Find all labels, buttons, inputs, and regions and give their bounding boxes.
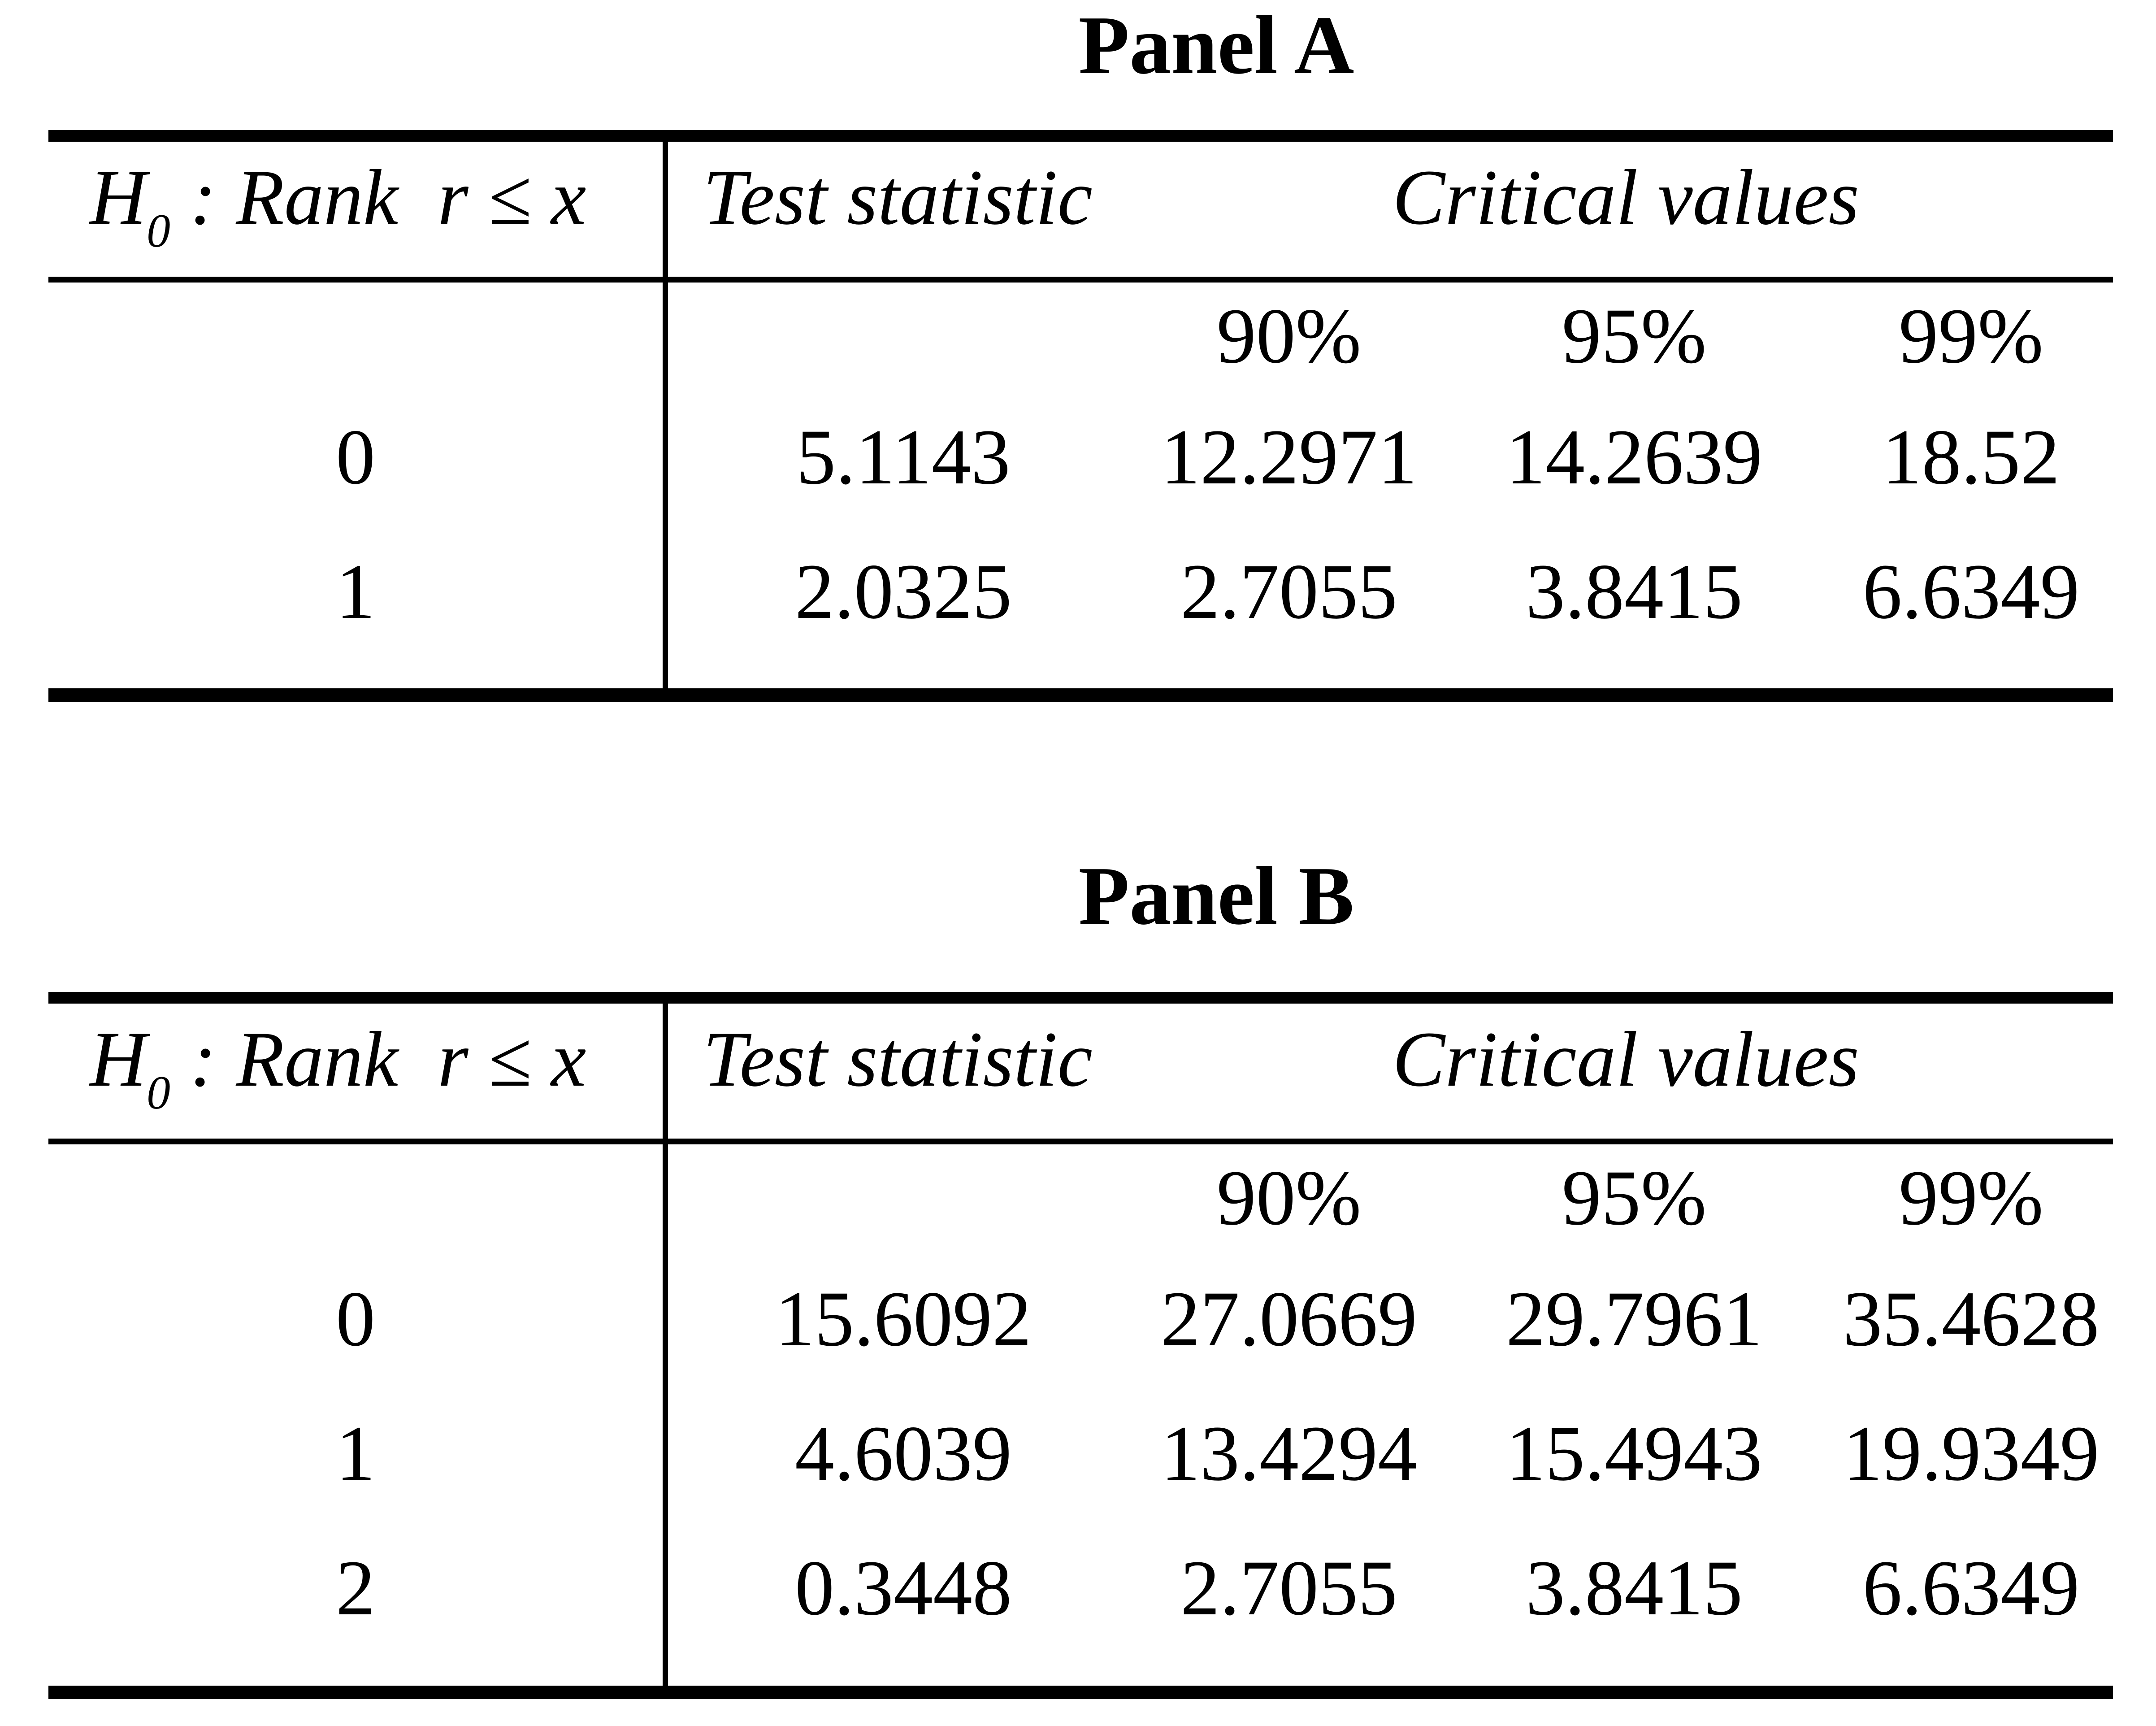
panel-b-header-row: H0 : Rank r ≤ x Test statistic Critical … bbox=[48, 998, 2113, 1144]
confidence-95-header: 95% bbox=[1562, 1154, 1707, 1242]
empty-cell bbox=[48, 279, 665, 390]
critical-values-header: Critical values bbox=[1139, 136, 2113, 283]
confidence-99-header: 99% bbox=[1899, 292, 2043, 380]
rank-cell: 0 bbox=[336, 413, 375, 501]
rank-cell: 1 bbox=[336, 548, 375, 635]
hypothesis-rest: : Rank r ≤ x bbox=[170, 1016, 586, 1103]
table-row: 0 5.1143 12.2971 14.2639 18.52 bbox=[48, 390, 2113, 525]
confidence-99-header: 99% bbox=[1899, 1154, 2043, 1242]
rank-cell: 1 bbox=[336, 1409, 375, 1497]
critical-values-label: Critical values bbox=[1392, 154, 1860, 241]
empty-cell bbox=[48, 659, 665, 695]
critical-95-cell: 15.4943 bbox=[1506, 1409, 1762, 1497]
panel-b-table: H0 : Rank r ≤ x Test statistic Critical … bbox=[48, 992, 2113, 1699]
critical-values-label: Critical values bbox=[1392, 1016, 1860, 1103]
critical-99-cell: 18.52 bbox=[1882, 413, 2060, 501]
empty-cell bbox=[663, 1141, 1139, 1252]
test-statistic-cell: 15.6092 bbox=[663, 1252, 1139, 1387]
test-statistic-label: Test statistic bbox=[703, 1016, 1093, 1103]
critical-90-cell: 12.2971 bbox=[1161, 413, 1417, 501]
hypothesis-rest: : Rank r ≤ x bbox=[170, 154, 586, 241]
critical-90-cell: 2.7055 bbox=[1180, 548, 1397, 635]
test-statistic-cell: 0.3448 bbox=[663, 1521, 1139, 1656]
hypothesis-h: H bbox=[90, 1016, 147, 1103]
confidence-90-header: 90% bbox=[1216, 1154, 1362, 1242]
empty-cell bbox=[663, 279, 1139, 390]
empty-cell bbox=[1139, 1656, 1439, 1692]
rank-cell: 0 bbox=[336, 1275, 375, 1363]
empty-cell bbox=[1829, 1656, 2113, 1692]
hypothesis-subscript: 0 bbox=[147, 204, 170, 257]
confidence-95-header: 95% bbox=[1562, 292, 1707, 380]
empty-cell bbox=[1439, 1656, 1829, 1692]
hypothesis-h: H bbox=[90, 154, 147, 241]
empty-cell bbox=[1829, 659, 2113, 695]
critical-95-cell: 14.2639 bbox=[1506, 413, 1762, 501]
panel-a-header-row: H0 : Rank r ≤ x Test statistic Critical … bbox=[48, 136, 2113, 283]
critical-values-header: Critical values bbox=[1139, 998, 2113, 1144]
table-row: 2 0.3448 2.7055 3.8415 6.6349 bbox=[48, 1521, 2113, 1656]
test-statistic-header: Test statistic bbox=[663, 136, 1139, 283]
critical-99-cell: 6.6349 bbox=[1862, 548, 2080, 635]
panel-a-table: H0 : Rank r ≤ x Test statistic Critical … bbox=[48, 130, 2113, 702]
test-statistic-cell: 2.0325 bbox=[663, 525, 1139, 659]
table-row: 1 4.6039 13.4294 15.4943 19.9349 bbox=[48, 1387, 2113, 1521]
empty-cell bbox=[1139, 659, 1439, 695]
hypothesis-header: H0 : Rank r ≤ x bbox=[48, 136, 665, 283]
empty-cell bbox=[663, 659, 1139, 695]
critical-95-cell: 3.8415 bbox=[1526, 548, 1743, 635]
table-row: 0 15.6092 27.0669 29.7961 35.4628 bbox=[48, 1252, 2113, 1387]
critical-95-cell: 29.7961 bbox=[1506, 1275, 1762, 1363]
spacer-row bbox=[48, 1656, 2113, 1692]
test-statistic-label: Test statistic bbox=[703, 154, 1093, 241]
critical-99-cell: 19.9349 bbox=[1843, 1409, 2100, 1497]
empty-cell bbox=[48, 1656, 665, 1692]
test-statistic-header: Test statistic bbox=[663, 998, 1139, 1144]
critical-90-cell: 27.0669 bbox=[1161, 1275, 1417, 1363]
rank-cell: 2 bbox=[336, 1544, 375, 1632]
critical-90-cell: 13.4294 bbox=[1161, 1409, 1417, 1497]
test-statistic-cell: 4.6039 bbox=[663, 1387, 1139, 1521]
test-statistic-cell: 5.1143 bbox=[663, 390, 1139, 525]
panel-a-confidence-row: 90% 95% 99% bbox=[48, 279, 2113, 390]
empty-cell bbox=[48, 1141, 665, 1252]
confidence-90-header: 90% bbox=[1216, 292, 1362, 380]
empty-cell bbox=[663, 1656, 1139, 1692]
hypothesis-header: H0 : Rank r ≤ x bbox=[48, 998, 665, 1144]
panel-b-title: Panel B bbox=[1078, 850, 1354, 942]
spacer-row bbox=[48, 659, 2113, 695]
critical-99-cell: 35.4628 bbox=[1843, 1275, 2100, 1363]
critical-95-cell: 3.8415 bbox=[1526, 1544, 1743, 1632]
empty-cell bbox=[1439, 659, 1829, 695]
panel-a-title: Panel A bbox=[1078, 0, 1354, 91]
table-row: 1 2.0325 2.7055 3.8415 6.6349 bbox=[48, 525, 2113, 659]
critical-90-cell: 2.7055 bbox=[1180, 1544, 1397, 1632]
hypothesis-subscript: 0 bbox=[147, 1066, 170, 1119]
panel-b-confidence-row: 90% 95% 99% bbox=[48, 1141, 2113, 1252]
critical-99-cell: 6.6349 bbox=[1862, 1544, 2080, 1632]
